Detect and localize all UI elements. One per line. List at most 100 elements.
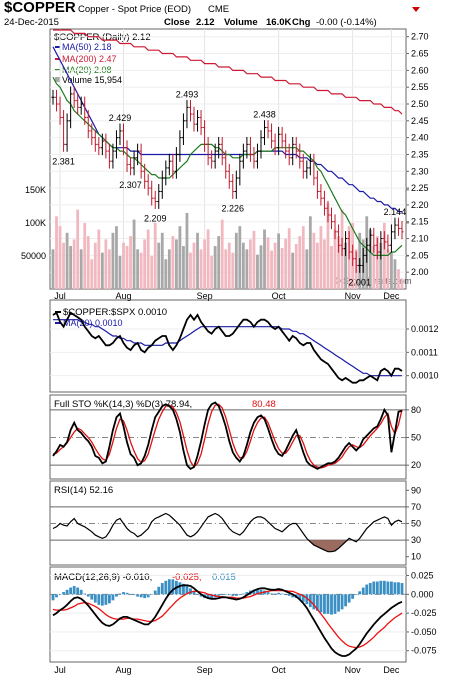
chart-date: 24-Dec-2015: [4, 17, 59, 28]
macd-histogram-bar: [256, 589, 259, 595]
month-label-bottom: Oct: [272, 665, 287, 675]
macd-histogram-bar: [182, 583, 185, 595]
ratio-ma-legend: MA(20) 0.0010: [63, 318, 123, 328]
volume-bar: [256, 254, 259, 289]
volume-bar: [136, 249, 140, 289]
macd-histogram-bar: [375, 581, 379, 595]
volume-bar: [337, 236, 340, 289]
macd-histogram-bar: [104, 594, 108, 605]
ratio-tick-label: 0.0012: [411, 324, 439, 334]
macd-histogram-bar: [390, 581, 393, 595]
volume-bar: [393, 259, 397, 289]
macd-histogram-bar: [259, 589, 263, 595]
price-tick-label: 2.15: [411, 217, 429, 227]
macd-histogram-bar: [189, 588, 192, 595]
price-annotation: 2.307: [119, 180, 142, 190]
volume-bar: [157, 242, 161, 289]
volume-bar: [203, 239, 206, 289]
volume-bar: [90, 259, 94, 289]
volume-bar: [100, 252, 104, 289]
sto-tick-label: 80: [411, 405, 421, 415]
macd-histogram-bar: [298, 594, 302, 600]
macd-histogram-bar: [245, 592, 249, 595]
volume-bar: [171, 236, 175, 289]
rsi-tick-label: 30: [411, 535, 421, 545]
volume-bar: [129, 236, 132, 289]
volume-bar: [227, 242, 231, 289]
month-label: Aug: [115, 291, 131, 301]
volume-bar: [326, 203, 330, 289]
month-label: Sep: [197, 291, 213, 301]
macd-histogram-bar: [93, 594, 97, 603]
macd-histogram-bar: [58, 594, 62, 595]
macd-histogram-bar: [330, 594, 333, 615]
volume-bar: [245, 249, 249, 289]
macd-tick-label: -0.025: [411, 608, 437, 618]
macd-histogram-bar: [315, 594, 319, 611]
macd-histogram-bar: [372, 581, 376, 595]
month-label: Oct: [272, 291, 287, 301]
volume-bar: [125, 246, 129, 289]
rsi-tick-label: 10: [411, 552, 421, 562]
volume-bar: [217, 236, 221, 289]
macd-histogram-bar: [79, 589, 83, 595]
price-tick-label: 2.60: [411, 65, 429, 75]
volume-bar: [199, 249, 203, 289]
macd-histogram-bar: [319, 594, 323, 613]
macd-histogram-bar: [217, 594, 221, 596]
volume-bar: [132, 219, 136, 289]
macd-histogram-bar: [323, 594, 326, 614]
rsi-tick-label: 70: [411, 502, 421, 512]
volume-bar: [167, 249, 171, 289]
volume-bar: [368, 229, 372, 289]
macd-histogram-bar: [178, 582, 182, 595]
macd-histogram-bar: [65, 589, 69, 595]
volume-bar: [266, 237, 270, 289]
macd-histogram-bar: [347, 594, 351, 603]
volume-bar: [397, 269, 400, 289]
macd-histogram-bar: [227, 594, 231, 596]
macd-histogram-bar: [132, 594, 136, 596]
volume-bar: [111, 232, 115, 289]
sto-legend: Full STO %K(14,3) %D(3) 78.94,: [54, 399, 192, 410]
rsi-tick-label: 90: [411, 485, 421, 495]
macd-histogram-bar: [287, 594, 291, 596]
volume-bar: [139, 252, 143, 289]
price-tick-label: 2.20: [411, 200, 429, 210]
macd-histogram-bar: [361, 587, 365, 595]
volume-tick-label: 100K: [25, 218, 46, 228]
volume-bar: [224, 249, 228, 289]
macd-histogram-bar: [160, 583, 164, 595]
price-annotation: 2.493: [176, 89, 199, 99]
macd-histogram-bar: [270, 593, 273, 595]
volume-bar: [174, 239, 178, 289]
volume-bar: [270, 250, 273, 289]
month-label-bottom: Jul: [54, 665, 66, 675]
macd-hist-legend: 0.015: [212, 572, 236, 583]
sto-d-legend: 80.48: [252, 399, 276, 410]
price-tick-label: 2.35: [411, 149, 429, 159]
volume-bar: [93, 242, 97, 289]
volume-bar: [375, 236, 379, 289]
price-tick-label: 2.65: [411, 49, 429, 59]
ma20-line: [52, 76, 403, 256]
volume-bar: [51, 249, 55, 289]
macd-histogram-bar: [62, 592, 65, 595]
macd-histogram-bar: [305, 594, 309, 605]
month-label: Dec: [383, 291, 400, 301]
macd-histogram-bar: [97, 594, 101, 605]
close-value: 2.12: [196, 17, 215, 28]
volume-bar: [55, 216, 58, 289]
chg-value: -0.00 (-0.14%): [316, 17, 377, 28]
volume-bar: [76, 209, 80, 289]
price-annotation: 2.144: [384, 207, 407, 217]
macd-legend: MACD(12,26,9) -0.010,: [54, 572, 152, 583]
month-label-bottom: Nov: [345, 665, 362, 675]
macd-histogram-bar: [241, 593, 245, 595]
macd-histogram-bar: [234, 594, 238, 596]
rsi-line: [52, 512, 403, 553]
volume-bar: [104, 239, 108, 289]
volume-bar: [284, 238, 288, 289]
volume-bar: [238, 226, 242, 289]
volume-tick-label: 50000: [21, 251, 46, 261]
